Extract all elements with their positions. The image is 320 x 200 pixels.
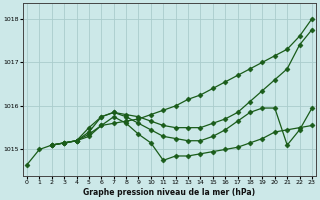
X-axis label: Graphe pression niveau de la mer (hPa): Graphe pression niveau de la mer (hPa) [84,188,256,197]
